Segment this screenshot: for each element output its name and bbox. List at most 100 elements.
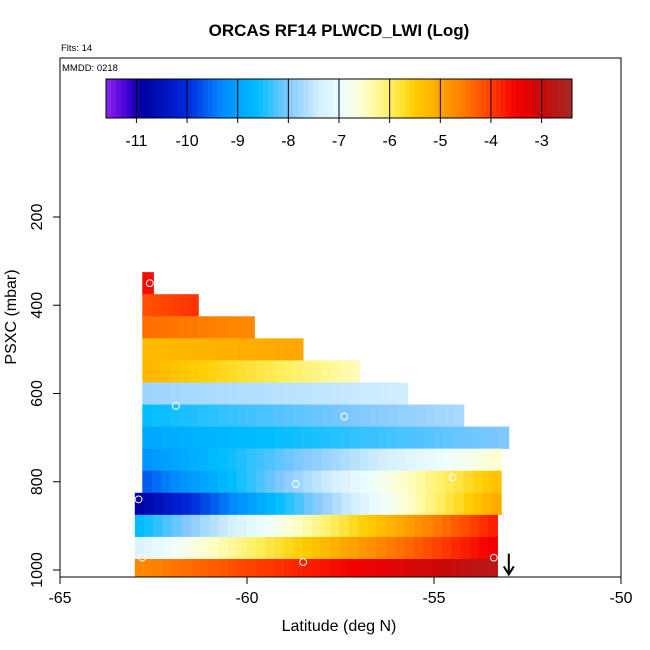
- heatmap-cell: [480, 426, 491, 449]
- heatmap-cell: [218, 514, 229, 538]
- colorbar-swatch: [318, 79, 325, 118]
- heatmap-cell: [395, 536, 405, 560]
- colorbar-swatch: [263, 79, 269, 118]
- heatmap-cell: [293, 404, 304, 427]
- heatmap-cell: [198, 470, 209, 494]
- heatmap-cell: [246, 536, 257, 560]
- heatmap-cell: [367, 536, 378, 560]
- heatmap-cell: [237, 382, 247, 405]
- heatmap-cell: [153, 536, 164, 560]
- heatmap-cell: [330, 360, 341, 383]
- heatmap-cell: [237, 558, 247, 577]
- colorbar-swatch: [187, 79, 193, 118]
- heatmap-cell: [454, 470, 464, 494]
- sample-markers: [134, 279, 509, 566]
- heatmap-cell: [331, 470, 342, 494]
- heatmap-cell: [227, 470, 238, 494]
- heatmap-cell: [292, 514, 303, 538]
- heatmap-cell: [443, 426, 453, 449]
- colorbar-swatch: [116, 79, 122, 118]
- colorbar-swatch: [430, 79, 436, 118]
- heatmap-cell: [452, 426, 463, 449]
- colorbar-swatch: [389, 79, 396, 118]
- heatmap-cell: [209, 514, 219, 538]
- heatmap-cell: [170, 448, 181, 472]
- heatmap-cell: [227, 514, 238, 538]
- colorbar-tick-label: -10: [175, 133, 198, 150]
- heatmap-cell: [219, 492, 230, 516]
- heatmap-cell: [255, 338, 266, 361]
- heatmap-cell: [350, 492, 361, 516]
- heatmap-cell: [478, 558, 489, 577]
- heatmap-cell: [236, 360, 247, 383]
- heatmap-cell: [488, 536, 498, 560]
- heatmap-cell: [454, 492, 465, 516]
- sample-marker: [145, 279, 154, 288]
- heatmap-cell: [142, 448, 153, 472]
- heatmap-cell: [190, 514, 201, 538]
- heatmap-cell: [385, 514, 396, 538]
- colorbar-swatch: [257, 79, 264, 118]
- heatmap-cell: [472, 448, 483, 472]
- heatmap-cell: [432, 558, 443, 577]
- heatmap-cell: [284, 338, 295, 361]
- heatmap-cell: [153, 558, 164, 577]
- x-tick-label: -50: [609, 590, 632, 607]
- colorbar-swatch: [293, 79, 299, 118]
- heatmap-cell: [209, 536, 219, 560]
- sample-marker: [172, 401, 180, 410]
- heatmap-cell: [292, 536, 303, 560]
- heatmap-cell: [478, 514, 489, 538]
- heatmap-cell: [330, 536, 340, 560]
- heatmap-cell: [162, 558, 173, 577]
- heatmap-cell: [172, 492, 183, 516]
- heatmap-cell: [265, 558, 275, 577]
- colorbar-swatch: [146, 79, 153, 118]
- heatmap-cell: [144, 536, 154, 560]
- heatmap-cell: [153, 514, 164, 538]
- colorbar-swatch: [161, 79, 168, 118]
- heatmap-cell: [303, 492, 314, 516]
- heatmap-cell: [208, 404, 219, 427]
- colorbar-swatch: [227, 79, 234, 118]
- heatmap-cell: [293, 360, 304, 383]
- heatmap-cell: [330, 558, 340, 577]
- heatmap-cell: [435, 492, 446, 516]
- heatmap-cell: [367, 426, 378, 449]
- heatmap-cell: [274, 558, 285, 577]
- heatmap-cell: [170, 338, 181, 361]
- colorbar-swatch: [440, 79, 446, 118]
- heatmap-cell: [469, 558, 480, 577]
- heatmap-cell: [469, 514, 480, 538]
- heatmap-cell: [330, 426, 341, 449]
- heatmap-cell: [369, 382, 380, 405]
- heatmap-cell: [360, 492, 371, 516]
- heatmap-cell: [350, 404, 361, 427]
- heatmap-cell: [283, 360, 294, 383]
- heatmap-cell: [199, 514, 210, 538]
- heatmap-cell: [348, 514, 359, 538]
- heatmap-cell: [387, 470, 398, 494]
- heatmap-cell: [170, 404, 181, 427]
- heatmap-cell: [416, 492, 427, 516]
- heatmap-cell: [302, 536, 312, 560]
- colorbar-swatch: [333, 79, 340, 118]
- heatmap-cell: [208, 382, 219, 405]
- heatmap-cell: [172, 514, 182, 538]
- heatmap-cell: [303, 404, 313, 427]
- colorbar-swatch: [166, 79, 173, 118]
- heatmap-cell: [435, 404, 446, 427]
- heatmap-cell: [275, 492, 286, 516]
- heatmap-cell: [482, 470, 493, 494]
- colorbar-swatch: [136, 79, 142, 118]
- heatmap-cell: [170, 360, 181, 383]
- colorbar-swatch: [526, 79, 532, 118]
- heatmap-cell: [236, 448, 247, 472]
- heatmap-cell: [320, 514, 331, 538]
- heatmap-cell: [142, 404, 153, 427]
- colorbar-swatch: [379, 79, 386, 118]
- heatmap-cell: [432, 536, 443, 560]
- colorbar-swatch: [364, 79, 370, 118]
- heatmap-cell: [199, 382, 210, 405]
- heatmap-cell: [191, 492, 201, 516]
